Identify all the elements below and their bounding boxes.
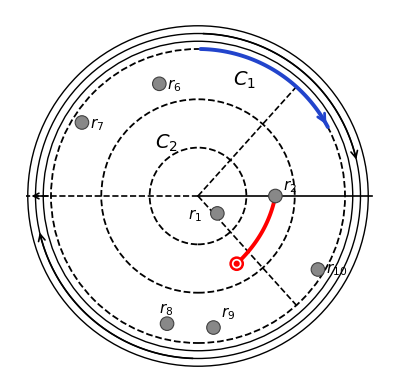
Text: $r_2$: $r_2$ <box>283 178 297 195</box>
Circle shape <box>268 189 282 203</box>
Text: $r_9$: $r_9$ <box>221 306 236 322</box>
Text: $r_6$: $r_6$ <box>167 77 181 94</box>
Text: $r_8$: $r_8$ <box>159 302 173 318</box>
Circle shape <box>311 263 325 276</box>
Text: $r_7$: $r_7$ <box>89 116 104 133</box>
Circle shape <box>211 207 224 220</box>
Circle shape <box>75 116 89 129</box>
Text: $r_1$: $r_1$ <box>188 207 202 224</box>
Circle shape <box>160 317 174 330</box>
Text: $r_{10}$: $r_{10}$ <box>326 261 347 278</box>
Circle shape <box>234 261 239 266</box>
Text: $C_2$: $C_2$ <box>156 133 178 154</box>
Circle shape <box>207 321 220 334</box>
Circle shape <box>230 258 243 270</box>
Circle shape <box>152 77 166 91</box>
Text: $C_1$: $C_1$ <box>233 69 256 91</box>
